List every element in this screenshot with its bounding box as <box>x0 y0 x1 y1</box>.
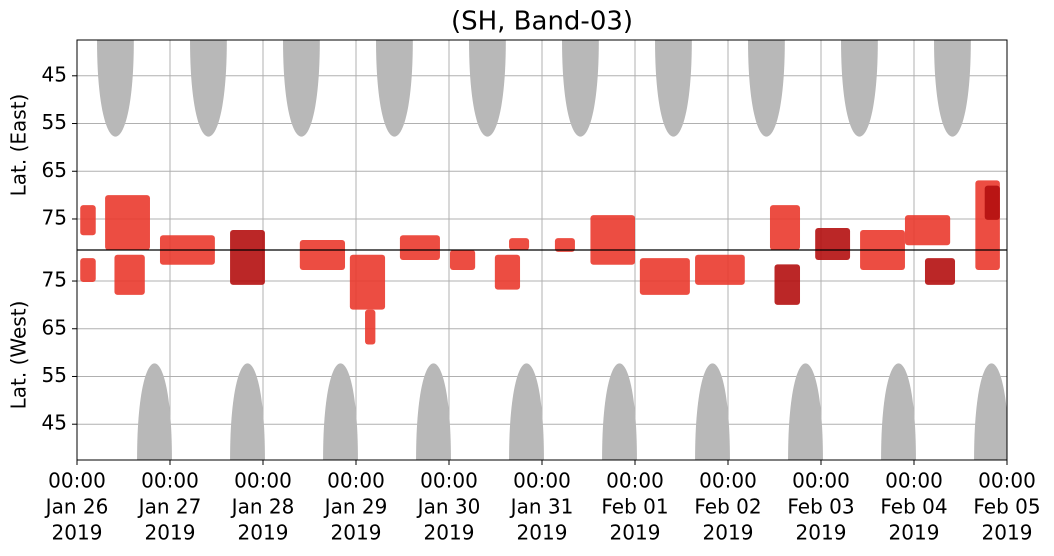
y-axis-label: Lat. (East) <box>7 94 31 197</box>
x-tick-label: Jan 28 <box>230 495 295 519</box>
x-tick-label: Feb 04 <box>880 495 947 519</box>
x-tick-label: 2019 <box>238 521 289 545</box>
x-tick-label: 2019 <box>331 521 382 545</box>
echo-patch <box>399 235 440 261</box>
y-tick-label: 45 <box>42 411 67 435</box>
echo-patch <box>815 228 851 261</box>
night-region <box>230 363 265 460</box>
night-region <box>283 40 320 137</box>
x-tick-label: 00:00 <box>234 469 292 493</box>
x-tick-label: 2019 <box>52 521 103 545</box>
x-tick-label: Jan 30 <box>416 495 481 519</box>
night-region <box>376 40 413 137</box>
x-tick-label: Jan 27 <box>137 495 202 519</box>
echo-patch <box>554 238 575 252</box>
x-tick-label: 2019 <box>703 521 754 545</box>
echo-patch <box>365 309 376 345</box>
night-region <box>137 363 172 460</box>
x-tick-label: 2019 <box>610 521 661 545</box>
night-region <box>509 363 544 460</box>
echo-patch <box>80 258 96 282</box>
night-region <box>695 363 730 460</box>
night-region <box>934 40 971 137</box>
echo-patch <box>105 195 150 250</box>
y-axis-label: Lat. (West) <box>7 301 31 410</box>
night-region <box>190 40 227 137</box>
chart-title: (SH, Band-03) <box>451 7 633 37</box>
x-tick-label: 00:00 <box>141 469 199 493</box>
echo-patch <box>984 185 1000 220</box>
echo-patch <box>230 229 265 285</box>
x-tick-label: 2019 <box>889 521 940 545</box>
night-region <box>469 40 506 137</box>
night-region <box>323 363 358 460</box>
x-tick-label: Feb 05 <box>973 495 1040 519</box>
echo-patch <box>590 215 635 265</box>
echo-patch <box>695 254 745 285</box>
y-tick-label: 75 <box>42 268 67 292</box>
y-tick-label: 65 <box>42 315 67 339</box>
night-region <box>748 40 785 137</box>
night-region <box>974 363 1007 460</box>
x-tick-label: 00:00 <box>327 469 385 493</box>
x-tick-label: 2019 <box>982 521 1033 545</box>
x-tick-label: Feb 02 <box>694 495 761 519</box>
night-region <box>881 363 916 460</box>
y-tick-label: 55 <box>42 110 67 134</box>
echo-patch <box>114 254 145 295</box>
night-region <box>97 40 134 137</box>
echo-patch <box>449 250 476 271</box>
x-tick-label: 00:00 <box>978 469 1036 493</box>
echo-patch <box>349 254 386 310</box>
echo-patch <box>924 258 956 285</box>
echo-patch <box>769 205 801 250</box>
y-tick-label: 55 <box>42 363 67 387</box>
x-tick-label: 00:00 <box>513 469 571 493</box>
x-tick-label: 2019 <box>517 521 568 545</box>
x-tick-label: Feb 03 <box>787 495 854 519</box>
echo-patch <box>639 258 690 295</box>
night-region <box>602 363 637 460</box>
y-tick-label: 65 <box>42 158 67 182</box>
x-tick-label: 00:00 <box>699 469 757 493</box>
x-tick-label: 2019 <box>796 521 847 545</box>
night-region <box>416 363 451 460</box>
x-tick-label: 00:00 <box>792 469 850 493</box>
echo-patch <box>509 238 530 250</box>
x-tick-label: Jan 26 <box>44 495 109 519</box>
echo-patch <box>774 264 801 305</box>
night-region <box>655 40 692 137</box>
x-tick-label: 00:00 <box>885 469 943 493</box>
echo-patch <box>299 239 346 271</box>
echo-patch <box>494 254 521 290</box>
x-tick-label: Feb 01 <box>601 495 668 519</box>
y-tick-label: 45 <box>42 62 67 86</box>
night-region <box>841 40 878 137</box>
x-tick-label: 00:00 <box>606 469 664 493</box>
y-tick-label: 75 <box>42 205 67 229</box>
plot-area <box>77 40 1007 460</box>
x-tick-label: 00:00 <box>48 469 106 493</box>
x-tick-label: 2019 <box>424 521 475 545</box>
night-region <box>788 363 823 460</box>
x-tick-label: Jan 29 <box>323 495 388 519</box>
x-tick-label: Jan 31 <box>509 495 574 519</box>
echo-patch <box>80 205 96 236</box>
echo-patch <box>904 215 951 246</box>
x-tick-label: 2019 <box>145 521 196 545</box>
night-region <box>562 40 599 137</box>
x-tick-label: 00:00 <box>420 469 478 493</box>
